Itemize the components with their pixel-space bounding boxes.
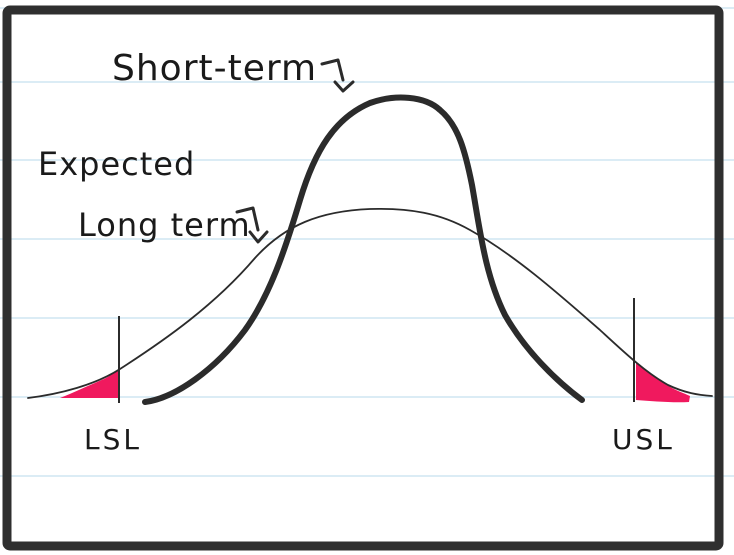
lsl-label: LSL (84, 423, 142, 456)
short-term-arrowhead-icon (333, 80, 355, 93)
short-term-arrow-icon (320, 58, 345, 82)
expected-label: Expected (38, 145, 195, 183)
ruled-lines (0, 7, 734, 477)
usl-label: USL (612, 423, 675, 456)
long-term-label: Long term (78, 206, 251, 244)
long-term-arrowhead-icon (248, 230, 269, 244)
lower-tail-defect-area (60, 369, 119, 398)
long-term-distribution-curve (27, 207, 713, 399)
short-term-label: Short-term (112, 48, 317, 89)
frame-border (2, 5, 724, 551)
long-term-arrow-icon (235, 206, 260, 232)
short-term-distribution-curve (142, 94, 585, 405)
upper-tail-defect-area (636, 362, 690, 403)
